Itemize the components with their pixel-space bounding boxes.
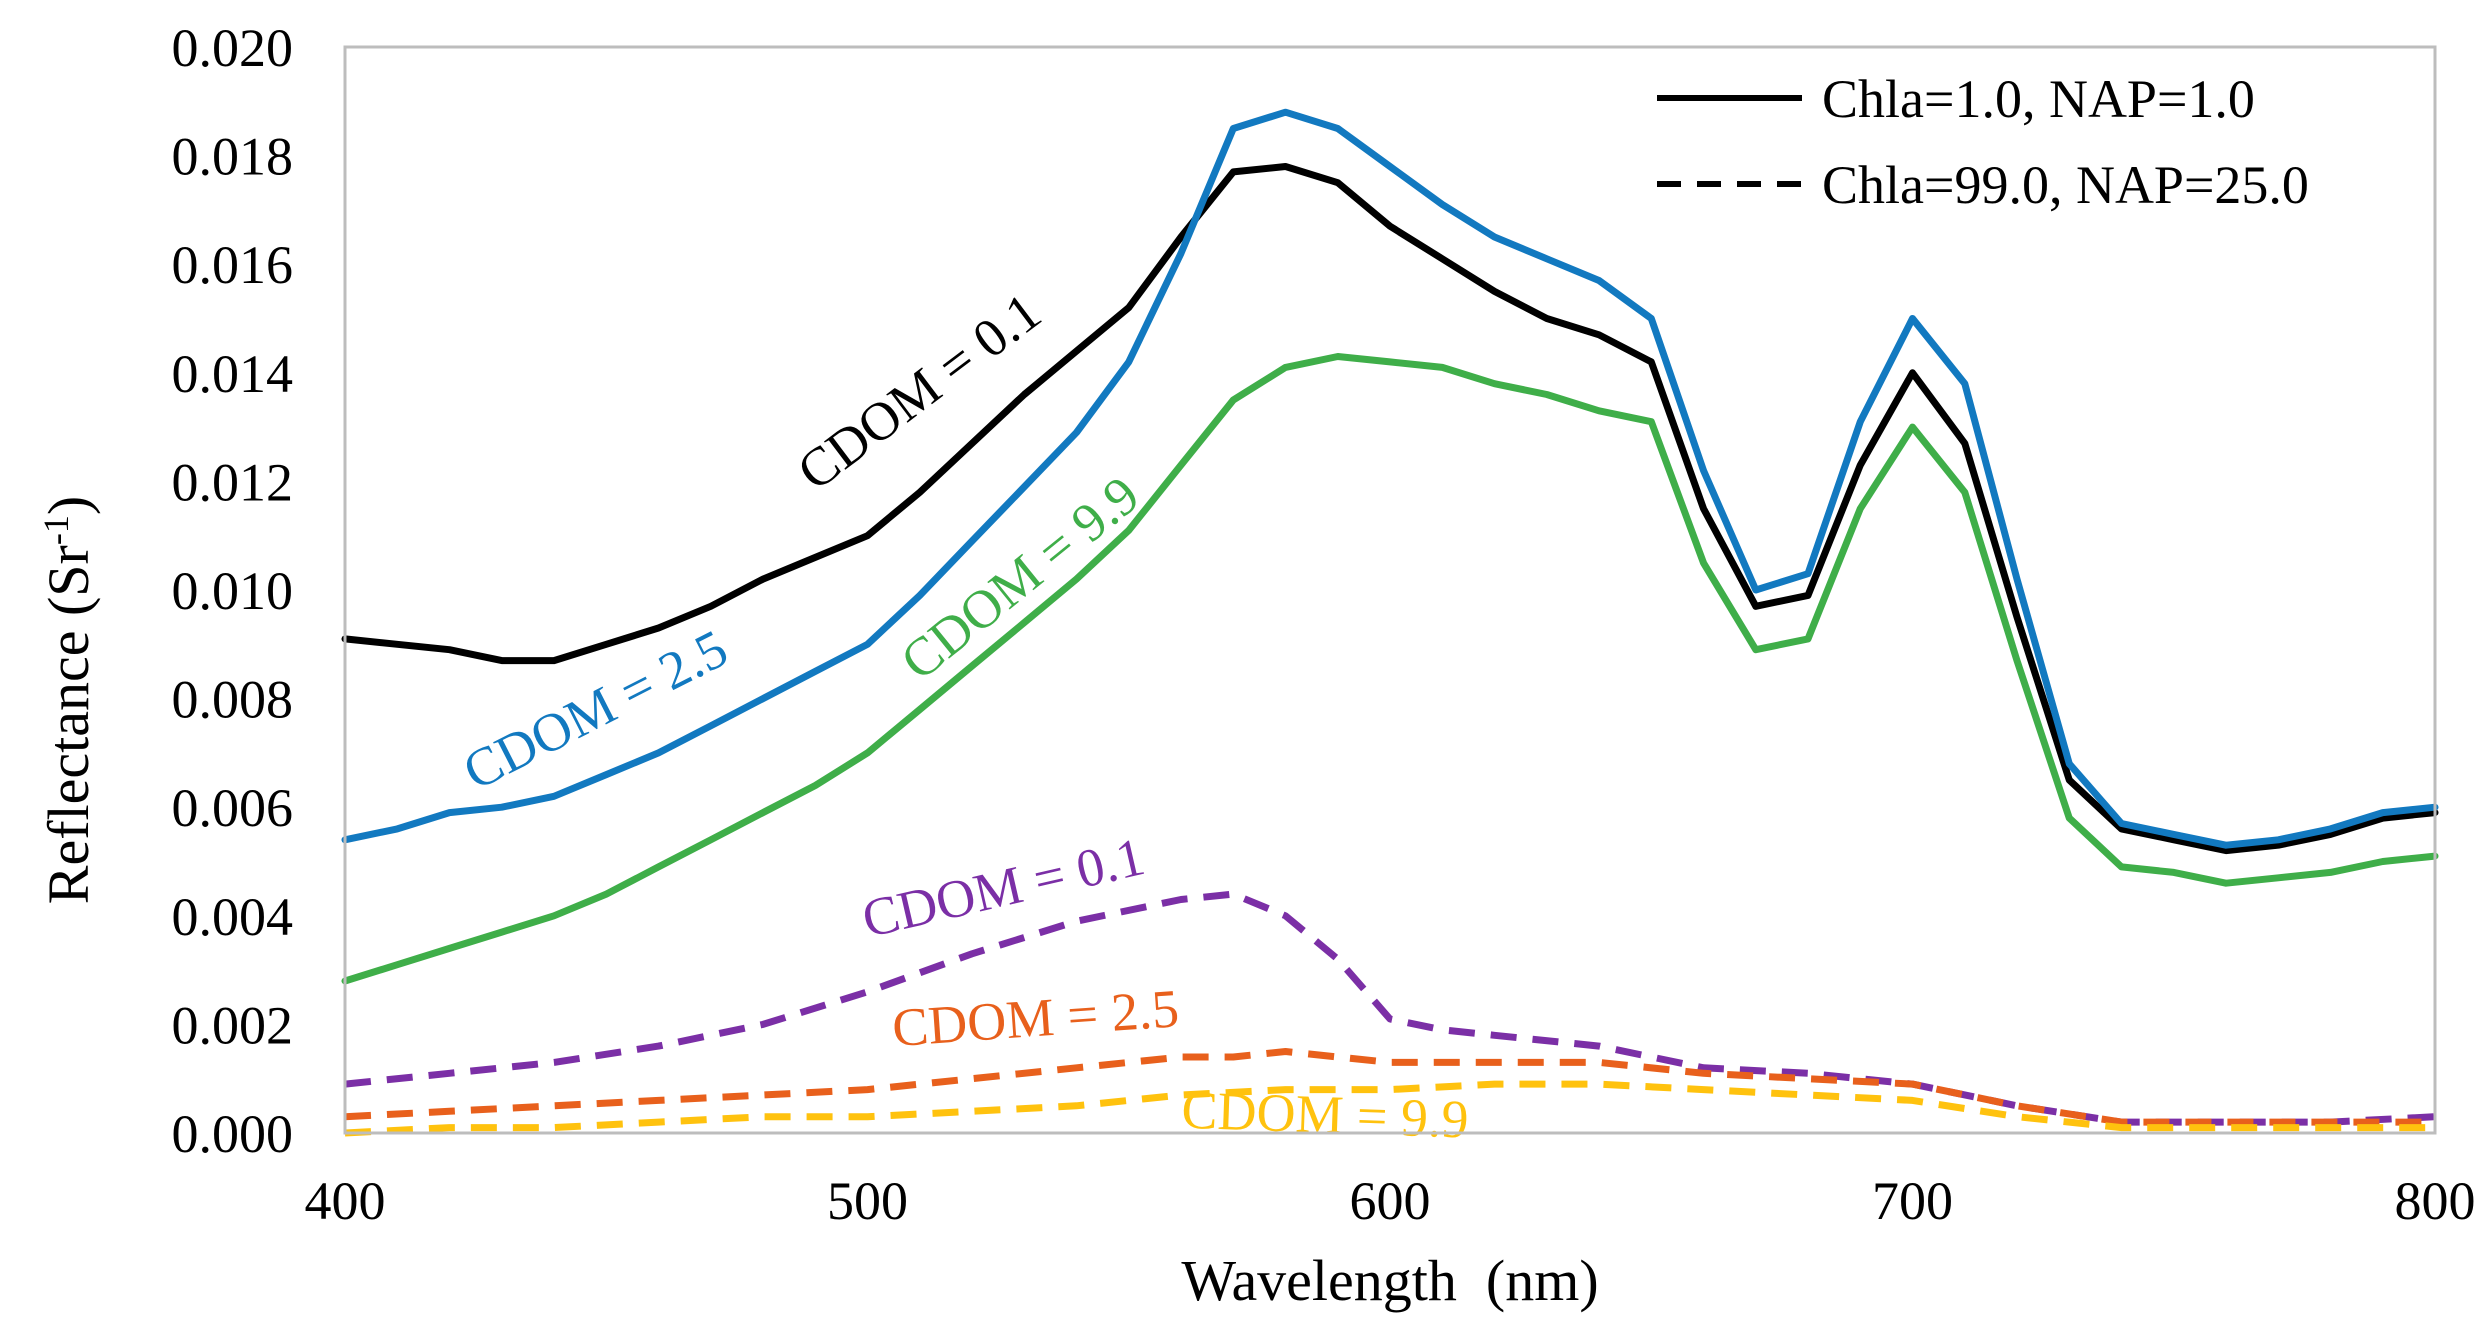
series-layer	[341, 108, 2439, 1137]
series-line-5	[344, 1048, 2435, 1126]
y-axis-label-close: )	[36, 496, 101, 515]
series-line-1	[341, 163, 2439, 855]
y-tick-label: 0.000	[172, 1104, 294, 1164]
y-tick-label: 0.020	[172, 18, 294, 78]
y-tick-label: 0.002	[172, 995, 294, 1055]
x-tick-label: 600	[1350, 1171, 1431, 1231]
legend: Chla=1.0, NAP=1.0 Chla=99.0, NAP=25.0	[1657, 69, 2309, 215]
y-tick-label: 0.018	[172, 127, 294, 187]
y-tick-label: 0.006	[172, 778, 294, 838]
y-tick-label: 0.010	[172, 561, 294, 621]
y-tick-label: 0.008	[172, 670, 294, 730]
y-tick-label: 0.004	[172, 887, 294, 947]
y-tick-label: 0.014	[172, 344, 294, 404]
y-tick-label: 0.016	[172, 235, 294, 295]
x-tick-label: 800	[2395, 1171, 2476, 1231]
x-axis-label: Wavelength (nm)	[1181, 1248, 1598, 1313]
y-tick-label: 0.012	[172, 452, 294, 512]
y-axis-label-main: Reflectance (Sr	[36, 545, 101, 904]
x-tick-label: 500	[827, 1171, 908, 1231]
x-tick-label: 400	[305, 1171, 386, 1231]
legend-label-solid: Chla=1.0, NAP=1.0	[1822, 69, 2255, 129]
series-line-6	[344, 1080, 2435, 1137]
x-tick-label: 700	[1872, 1171, 1953, 1231]
plot-area-frame	[343, 45, 2437, 1135]
series-annotation-6: CDOM = 9.9	[1181, 1080, 1470, 1150]
x-axis-ticks: 400 500 600 700 800	[305, 1171, 2476, 1231]
y-axis-ticks: 0.000 0.002 0.004 0.006 0.008 0.010 0.012 0.014…	[172, 18, 294, 1164]
y-axis-label-superscript: -1	[36, 515, 76, 545]
series-line-3	[341, 353, 2439, 985]
series-line-2	[341, 108, 2439, 849]
svg-text:Reflectance (Sr-1): Reflectance (Sr-1)	[36, 496, 101, 904]
y-axis-label: Reflectance (Sr-1)	[36, 496, 101, 904]
legend-label-dashed: Chla=99.0, NAP=25.0	[1822, 155, 2309, 215]
